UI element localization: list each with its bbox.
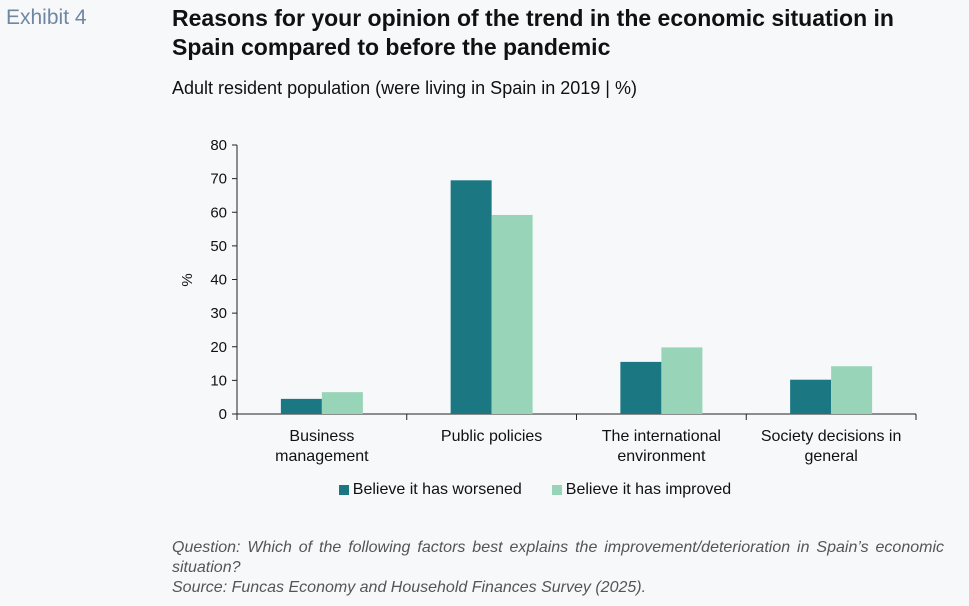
bar-improved <box>321 392 363 414</box>
x-tick-label: Society decisions in <box>761 428 902 445</box>
y-tick-label: 40 <box>210 272 227 289</box>
bar-improved <box>661 347 703 414</box>
y-axis-label: % <box>179 273 196 286</box>
legend-label-improved: Believe it has improved <box>565 481 732 498</box>
chart-title: Reasons for your opinion of the trend in… <box>172 5 894 60</box>
y-tick-label: 50 <box>210 238 227 255</box>
legend-swatch-improved <box>551 485 562 495</box>
x-tick-label: environment <box>617 448 706 465</box>
x-tick-label: The international <box>602 428 721 445</box>
chart-legend: Believe it has worsened Believe it has i… <box>0 481 969 499</box>
exhibit-label: Exhibit 4 <box>6 6 87 29</box>
legend-label-worsened: Believe it has worsened <box>352 481 522 498</box>
bar-improved <box>831 366 873 414</box>
y-tick-label: 30 <box>210 305 227 322</box>
footnote-source: Source: Funcas Economy and Household Fin… <box>172 579 647 596</box>
y-tick-label: 60 <box>210 204 227 221</box>
legend-item-worsened: Believe it has worsened <box>338 481 522 499</box>
y-tick-label: 10 <box>210 372 227 389</box>
legend-item-improved: Believe it has improved <box>551 481 732 499</box>
legend-swatch-worsened <box>338 485 349 495</box>
y-tick-label: 70 <box>210 171 227 188</box>
chart-subtitle: Adult resident population (were living i… <box>172 78 637 98</box>
bar-worsened <box>280 398 322 414</box>
footnote: Question: Which of the following factors… <box>172 538 944 598</box>
y-tick-label: 0 <box>219 406 227 423</box>
y-tick-label: 20 <box>210 339 227 356</box>
x-tick-label: management <box>275 448 369 465</box>
y-tick-label: 80 <box>210 137 227 154</box>
x-tick-label: Public policies <box>441 428 542 445</box>
bar-improved <box>491 214 533 414</box>
bar-worsened <box>450 180 492 414</box>
bar-worsened <box>620 361 662 414</box>
footnote-question: Question: Which of the following factors… <box>172 539 944 576</box>
x-tick-label: general <box>804 448 857 465</box>
bar-worsened <box>790 379 832 414</box>
x-tick-label: Business <box>289 428 354 445</box>
